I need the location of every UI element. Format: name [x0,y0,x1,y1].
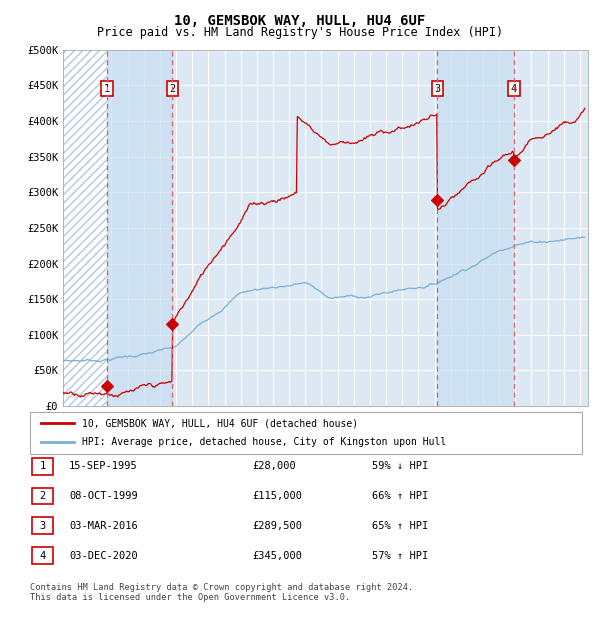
Text: 08-OCT-1999: 08-OCT-1999 [69,491,138,501]
Text: Price paid vs. HM Land Registry's House Price Index (HPI): Price paid vs. HM Land Registry's House … [97,26,503,39]
Text: 2: 2 [169,84,175,94]
Text: 3: 3 [40,521,46,531]
Text: 4: 4 [511,84,517,94]
Text: 1: 1 [40,461,46,471]
FancyBboxPatch shape [30,412,582,454]
Point [102,381,112,391]
Text: 57% ↑ HPI: 57% ↑ HPI [372,551,428,560]
Text: 03-MAR-2016: 03-MAR-2016 [69,521,138,531]
Text: £28,000: £28,000 [252,461,296,471]
Text: 1: 1 [104,84,110,94]
Text: £289,500: £289,500 [252,521,302,531]
Text: 10, GEMSBOK WAY, HULL, HU4 6UF (detached house): 10, GEMSBOK WAY, HULL, HU4 6UF (detached… [82,418,359,428]
Text: £345,000: £345,000 [252,551,302,560]
FancyBboxPatch shape [32,458,53,475]
Bar [107,50,172,406]
Bar [63,50,107,406]
FancyBboxPatch shape [32,487,53,505]
FancyBboxPatch shape [32,517,53,534]
Text: 59% ↓ HPI: 59% ↓ HPI [372,461,428,471]
Text: Contains HM Land Registry data © Crown copyright and database right 2024.
This d: Contains HM Land Registry data © Crown c… [30,583,413,602]
Text: 65% ↑ HPI: 65% ↑ HPI [372,521,428,531]
Text: £115,000: £115,000 [252,491,302,501]
Text: 2: 2 [40,491,46,501]
Point [509,155,519,165]
Bar [437,50,514,406]
Text: 10, GEMSBOK WAY, HULL, HU4 6UF: 10, GEMSBOK WAY, HULL, HU4 6UF [175,14,425,28]
Text: 03-DEC-2020: 03-DEC-2020 [69,551,138,560]
Point [433,195,442,205]
Text: 4: 4 [40,551,46,560]
Point [167,319,177,329]
Text: 66% ↑ HPI: 66% ↑ HPI [372,491,428,501]
Text: HPI: Average price, detached house, City of Kingston upon Hull: HPI: Average price, detached house, City… [82,438,446,448]
Text: 3: 3 [434,84,440,94]
FancyBboxPatch shape [32,547,53,564]
Text: 15-SEP-1995: 15-SEP-1995 [69,461,138,471]
